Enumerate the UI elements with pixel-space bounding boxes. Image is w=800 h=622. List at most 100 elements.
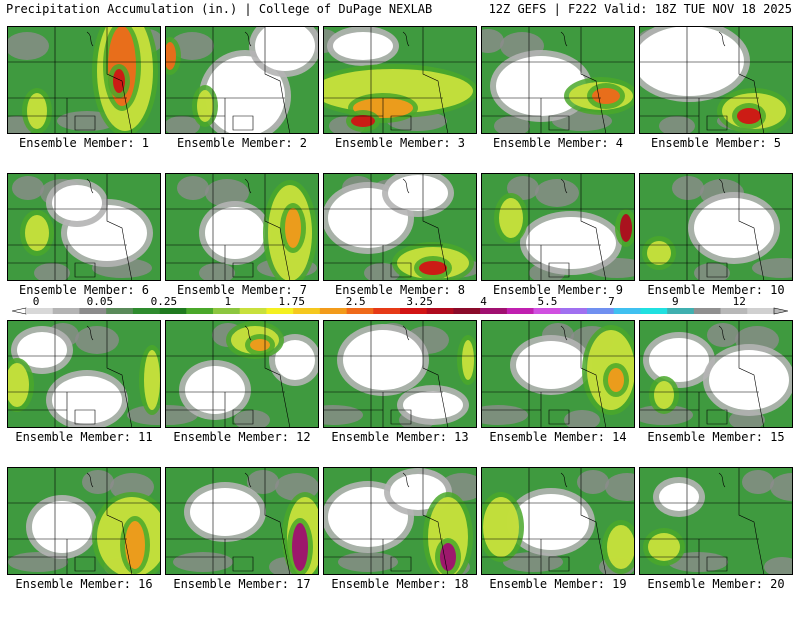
ensemble-member-label: Ensemble Member: 6	[18, 283, 150, 297]
precip-contour	[388, 175, 448, 211]
precip-contour	[205, 179, 249, 207]
map-frame	[639, 26, 793, 134]
map-frame	[481, 173, 635, 281]
precip-contour	[564, 410, 600, 428]
precip-map	[639, 173, 793, 281]
colorbar-swatch	[106, 308, 134, 314]
precip-contour	[639, 26, 744, 96]
precip-map	[639, 26, 793, 134]
precip-contour	[419, 261, 447, 275]
colorbar-swatch	[640, 308, 668, 314]
state-boundaries	[481, 467, 635, 575]
precip-contour	[197, 90, 213, 122]
colorbar-swatch	[266, 308, 294, 314]
precip-map	[481, 26, 635, 134]
colorbar-swatch	[293, 308, 321, 314]
map-frame	[7, 467, 161, 575]
precip-contour	[199, 263, 235, 281]
state-boundaries	[481, 173, 635, 281]
precip-contour	[177, 176, 209, 200]
precip-map	[7, 26, 161, 134]
colorbar-swatch	[373, 308, 401, 314]
precip-contour	[113, 69, 125, 93]
ensemble-panel: Ensemble Member: 12	[165, 320, 319, 475]
state-boundaries	[165, 467, 319, 575]
precip-contour	[403, 391, 463, 419]
map-frame	[481, 26, 635, 134]
ensemble-panel: Ensemble Member: 8	[323, 173, 477, 328]
state-boundaries	[323, 26, 477, 134]
precip-contour	[75, 326, 119, 354]
colorbar-swatch	[239, 308, 267, 314]
ensemble-member-label: Ensemble Member: 8	[334, 283, 466, 297]
precip-contour	[165, 116, 200, 134]
precip-map	[481, 320, 635, 428]
ensemble-member-label: Ensemble Member: 4	[492, 136, 624, 150]
colorbar-swatch	[319, 308, 347, 314]
precip-contour	[672, 176, 704, 200]
colorbar-swatch	[400, 308, 428, 314]
precip-contour	[462, 340, 474, 380]
ensemble-member-label: Ensemble Member: 15	[647, 430, 785, 444]
colorbar-swatch	[506, 308, 534, 314]
colorbar-swatch	[159, 308, 187, 314]
state-boundaries	[7, 320, 161, 428]
precip-contour	[709, 350, 789, 410]
precip-contour	[516, 341, 586, 389]
precip-contour	[52, 376, 122, 424]
precip-contour	[190, 488, 260, 536]
colorbar-swatch	[26, 308, 54, 314]
colorbar-tick-label: 0.05	[87, 295, 114, 308]
state-boundaries	[165, 26, 319, 134]
state-boundaries	[639, 173, 793, 281]
precip-contour	[496, 56, 586, 116]
ensemble-panel: Ensemble Member: 2	[165, 26, 319, 181]
precip-contour	[770, 473, 793, 501]
colorbar-swatch	[693, 308, 721, 314]
precip-map	[323, 26, 477, 134]
colorbar-swatch	[480, 308, 508, 314]
precip-contour	[144, 350, 160, 410]
state-boundaries	[481, 26, 635, 134]
colorbar-tick-label: 4	[480, 295, 487, 308]
precip-contour	[170, 32, 214, 60]
precip-contour	[247, 470, 279, 494]
map-frame	[7, 26, 161, 134]
precip-map	[165, 467, 319, 575]
map-frame	[323, 320, 477, 428]
map-frame	[7, 173, 161, 281]
precip-contour	[255, 26, 315, 71]
precip-contour	[535, 179, 579, 207]
colorbar-tick-label: 0.25	[151, 295, 178, 308]
map-frame	[165, 320, 319, 428]
colorbar-swatch	[533, 308, 561, 314]
precip-contour	[165, 42, 176, 70]
colorbar-swatch	[667, 308, 695, 314]
precip-contour	[343, 330, 423, 390]
ensemble-member-label: Ensemble Member: 3	[334, 136, 466, 150]
precip-contour	[32, 501, 92, 553]
precip-contour	[390, 474, 446, 510]
colorbar-tick-label: 5.5	[538, 295, 558, 308]
colorbar-swatch	[747, 308, 775, 314]
precip-map	[323, 320, 477, 428]
ensemble-panel: Ensemble Member: 19	[481, 467, 635, 622]
precip-contour	[659, 116, 695, 134]
precip-contour	[185, 366, 245, 414]
precip-contour	[526, 217, 616, 269]
colorbar-tick-label: 12	[733, 295, 746, 308]
state-boundaries	[165, 320, 319, 428]
precip-map	[7, 467, 161, 575]
ensemble-member-label: Ensemble Member: 7	[176, 283, 308, 297]
ensemble-panel: Ensemble Member: 5	[639, 26, 793, 181]
colorbar-swatch	[79, 308, 107, 314]
colorbar-right-arrow	[773, 307, 788, 315]
precip-contour	[7, 32, 49, 60]
ensemble-panel: Ensemble Member: 10	[639, 173, 793, 328]
ensemble-member-label: Ensemble Member: 13	[331, 430, 469, 444]
map-frame	[639, 173, 793, 281]
ensemble-member-label: Ensemble Member: 16	[15, 577, 153, 591]
precip-contour	[292, 523, 308, 571]
state-boundaries	[7, 467, 161, 575]
ensemble-panel: Ensemble Member: 17	[165, 467, 319, 622]
